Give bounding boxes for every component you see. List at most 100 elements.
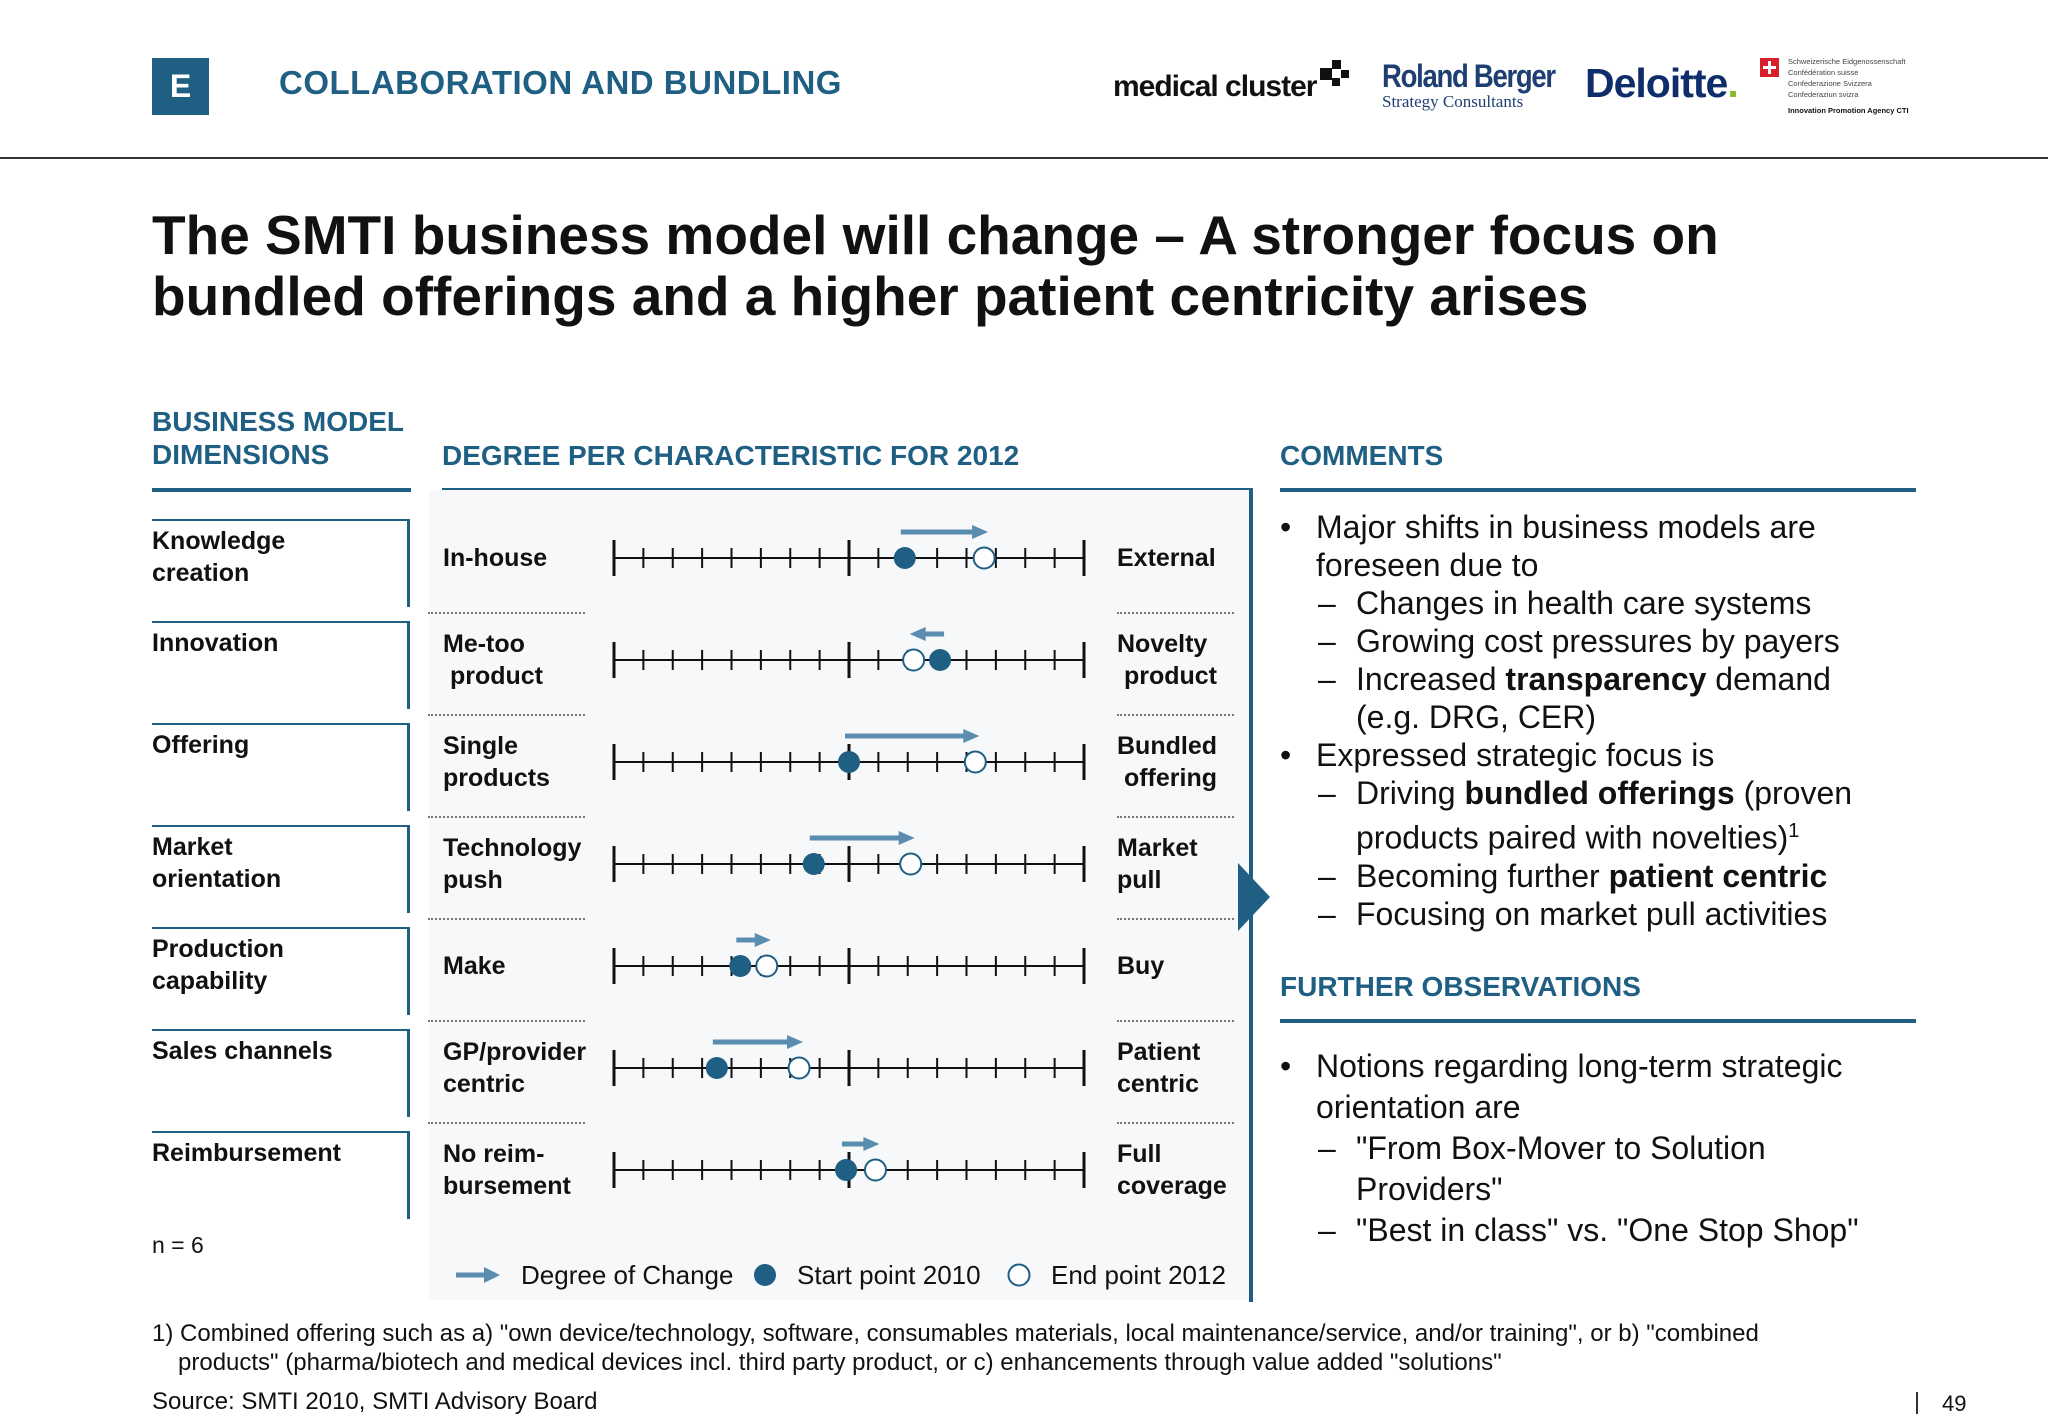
dimension-separator — [152, 621, 410, 623]
footnote-line: products" (pharma/biotech and medical de… — [178, 1349, 1502, 1376]
row-divider — [1117, 1020, 1234, 1022]
dimension-bracket — [407, 826, 410, 913]
source-note: Source: SMTI 2010, SMTI Advisory Board — [152, 1388, 598, 1415]
page-number-separator — [1916, 1392, 1918, 1414]
row-divider — [428, 714, 585, 716]
observation-sub-bullet: – "From Box-Mover to Solution Providers" — [1280, 1128, 1920, 1210]
change-arrow-head — [863, 1137, 880, 1151]
dimension-label-line: capability — [152, 967, 268, 995]
scale-right-label-line: centric — [1117, 1070, 1199, 1098]
comment-emphasis: transparency — [1505, 661, 1707, 697]
scale-right-label-line: Patient — [1117, 1038, 1201, 1066]
observation-sub-bullet: – "Best in class" vs. "One Stop Shop" — [1318, 1212, 1859, 1248]
comment-sub-bullet: – Focusing on market pull activities — [1318, 895, 1828, 932]
dimension-label: Knowledge creation — [152, 525, 285, 589]
change-arrow-head — [909, 627, 926, 641]
row-divider — [428, 1122, 585, 1124]
scale-left-label: GP/provider centric — [443, 1036, 586, 1100]
dimension-bracket — [407, 1132, 410, 1219]
scale-right-label: Full coverage — [1117, 1138, 1227, 1202]
footnote-ref: 1 — [1788, 820, 1800, 842]
dimensions-heading: BUSINESS MODEL DIMENSIONS — [152, 405, 404, 471]
comment-sub-text: (proven — [1734, 775, 1853, 811]
scale-right-label: External — [1117, 542, 1216, 574]
comments-heading-rule — [1280, 488, 1916, 492]
legend-start-point: Start point 2010 — [797, 1260, 981, 1290]
change-arrow-head — [898, 831, 915, 845]
comments-list: • Major shifts in business models are fo… — [1280, 508, 1920, 933]
end-point-marker — [972, 546, 996, 570]
scale-left-label-line: bursement — [443, 1172, 571, 1200]
dimension-label: Reimbursement — [152, 1137, 341, 1169]
dimension-label-line: Knowledge — [152, 527, 286, 555]
dimension-label-line: orientation — [152, 865, 282, 893]
scale-left-label-line: products — [443, 764, 550, 792]
dimension-label-line: Innovation — [152, 629, 279, 657]
comment-sub-text: demand — [1706, 661, 1831, 697]
deloitte-logo-text: Deloitte — [1585, 60, 1728, 106]
row-divider — [428, 918, 585, 920]
scale-right-label: Bundled offering — [1117, 730, 1217, 794]
start-point-marker — [893, 547, 916, 569]
scale-right-label: Market pull — [1117, 832, 1198, 896]
row-divider — [428, 612, 585, 614]
scale-left-label-line: Make — [443, 952, 506, 980]
deloitte-logo: Deloitte. — [1585, 60, 1739, 106]
comment-sub-bullet: – Driving bundled offerings (proven produ… — [1318, 775, 1853, 856]
change-arrow-head — [787, 1035, 804, 1049]
page-number: 49 — [1942, 1391, 1967, 1416]
medical-cluster-logo-text: medical cluster — [1113, 70, 1317, 103]
dimension-separator — [152, 927, 410, 929]
row-divider — [1117, 918, 1234, 920]
roland-berger-logo: Roland Berger — [1382, 58, 1556, 94]
dimension-separator — [152, 723, 410, 725]
dimension-label: Production capability — [152, 933, 284, 997]
swiss-line: Schweizerische Eidgenossenschaft — [1788, 57, 1906, 66]
change-arrow-head — [963, 729, 980, 743]
dimension-label: Market orientation — [152, 831, 281, 895]
dimension-bracket — [407, 724, 410, 811]
scale-left-label-line: No reim- — [443, 1140, 545, 1168]
comment-text: Major shifts in business models are — [1316, 509, 1816, 545]
comment-sub-text: Driving — [1356, 775, 1465, 811]
section-title: COLLABORATION AND BUNDLING — [279, 64, 842, 101]
end-point-marker — [963, 750, 987, 774]
observation-sub-text: Providers" — [1356, 1171, 1503, 1207]
start-point-marker — [729, 955, 752, 977]
scale-left-label-line: push — [443, 866, 503, 894]
scale-left-label: Me-too product — [443, 628, 543, 692]
scale-right-label-line: Bundled — [1117, 732, 1217, 760]
row-divider — [1117, 714, 1234, 716]
medical-cluster-logo: medical cluster — [1113, 70, 1317, 104]
scale-left-label-line: centric — [443, 1070, 525, 1098]
scale-right-label-line: product — [1117, 662, 1217, 690]
observation-sub-text: "Best in class" vs. "One Stop Shop" — [1356, 1212, 1859, 1248]
scale-right-label-line: External — [1117, 544, 1216, 572]
swiss-flag-icon — [1760, 58, 1779, 77]
further-observations-list: • Notions regarding long-term strategic … — [1280, 1046, 1920, 1251]
scale-left-label: Single products — [443, 730, 550, 794]
slide-title-line: bundled offerings and a higher patient c… — [152, 265, 1589, 327]
scale-right-label-line: Market — [1117, 834, 1198, 862]
legend-arrow-icon — [456, 1267, 500, 1283]
row-divider — [428, 1020, 585, 1022]
row-divider — [1117, 1122, 1234, 1124]
end-point-marker — [863, 1158, 887, 1182]
scale-left-label-line: product — [443, 662, 543, 690]
end-point-marker — [755, 954, 779, 978]
row-divider — [1117, 816, 1234, 818]
scale-right-label-line: offering — [1117, 764, 1217, 792]
comment-sub-bullet: – Becoming further patient centric — [1318, 857, 1828, 894]
dimensions-heading-rule — [152, 488, 411, 492]
start-point-marker — [838, 751, 860, 773]
dimension-label-line: Market — [152, 833, 233, 861]
footnote-line: 1) Combined offering such as a) "own dev… — [152, 1320, 1759, 1347]
further-observations-rule — [1280, 1019, 1916, 1023]
dimension-label-line: Production — [152, 935, 284, 963]
legend-end-marker-icon — [1007, 1263, 1031, 1287]
scale-left-label-line: Single — [443, 732, 519, 760]
dimensions-heading-line: BUSINESS MODEL — [152, 406, 405, 437]
scale-left-label: No reim-bursement — [443, 1138, 571, 1202]
comment-sub-text: products paired with novelties) — [1356, 819, 1789, 856]
comment-sub-text: Becoming further — [1356, 857, 1609, 894]
